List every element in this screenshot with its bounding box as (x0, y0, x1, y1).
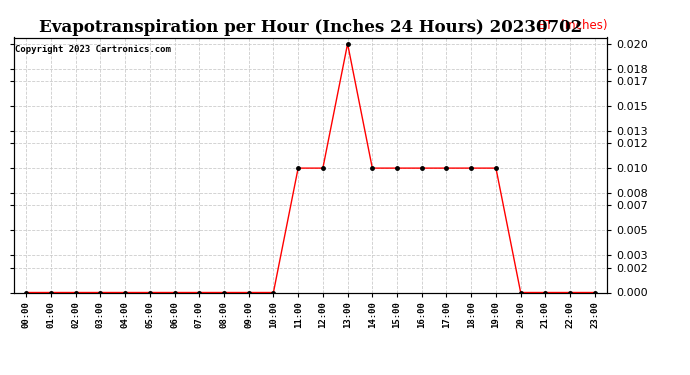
Title: Evapotranspiration per Hour (Inches 24 Hours) 20230702: Evapotranspiration per Hour (Inches 24 H… (39, 19, 582, 36)
Text: ET  (Inches): ET (Inches) (538, 20, 607, 32)
Text: Copyright 2023 Cartronics.com: Copyright 2023 Cartronics.com (15, 45, 171, 54)
